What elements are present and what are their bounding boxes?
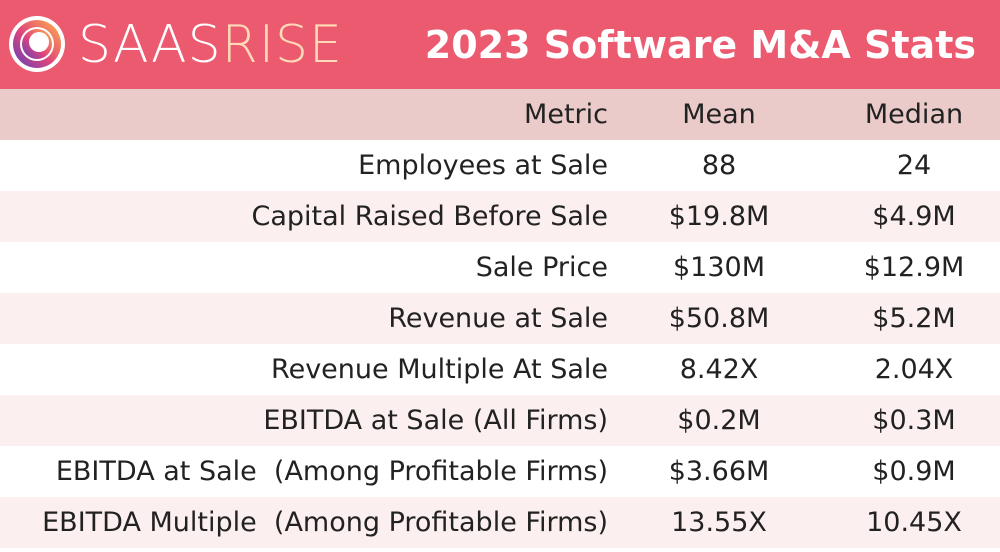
table-row: Capital Raised Before Sale $19.8M $4.9M (0, 191, 1000, 242)
stats-table: Metric Mean Median Employees at Sale 88 … (0, 89, 1000, 548)
header-metric: Metric (524, 99, 608, 130)
row-median: $5.2M (872, 303, 956, 334)
row-metric: Revenue Multiple At Sale (271, 354, 608, 385)
row-median: $4.9M (872, 201, 956, 232)
row-mean: $130M (672, 252, 765, 283)
row-mean: $3.66M (668, 456, 770, 487)
row-metric: Employees at Sale (358, 150, 608, 181)
table-row: Employees at Sale 88 24 (0, 140, 1000, 191)
row-median: 2.04X (874, 354, 954, 385)
row-metric: EBITDA Multiple (Among Profitable Firms) (42, 507, 608, 538)
row-metric: Capital Raised Before Sale (251, 201, 608, 232)
row-metric: Sale Price (475, 252, 608, 283)
page-title: 2023 Software M&A Stats (424, 23, 976, 67)
table-row: Revenue Multiple At Sale 8.42X 2.04X (0, 344, 1000, 395)
table-row: EBITDA Multiple (Among Profitable Firms)… (0, 497, 1000, 548)
table-header-row: Metric Mean Median (0, 89, 1000, 140)
row-metric: Revenue at Sale (388, 303, 608, 334)
brand-name: SAASRISE (78, 10, 343, 80)
row-median: 24 (896, 150, 932, 181)
row-mean: $0.2M (677, 405, 761, 436)
row-metric: EBITDA at Sale (All Firms) (263, 405, 608, 436)
row-mean: 8.42X (679, 354, 759, 385)
row-mean: 13.55X (671, 507, 767, 538)
row-mean: $19.8M (668, 201, 770, 232)
header-banner: SAASRISE 2023 Software M&A Stats (0, 0, 1000, 89)
row-mean: 88 (701, 150, 737, 181)
table-row: Revenue at Sale $50.8M $5.2M (0, 293, 1000, 344)
row-median: 10.45X (866, 507, 962, 538)
row-metric: EBITDA at Sale (Among Profitable Firms) (55, 456, 608, 487)
table-row: Sale Price $130M $12.9M (0, 242, 1000, 293)
header-median: Median (864, 99, 964, 130)
row-median: $12.9M (863, 252, 965, 283)
row-median: $0.3M (872, 405, 956, 436)
table-row: EBITDA at Sale (Among Profitable Firms) … (0, 446, 1000, 497)
saasrise-logo-icon (9, 16, 65, 72)
row-median: $0.9M (872, 456, 956, 487)
brand-name-part2: RISE (221, 15, 343, 75)
header-mean: Mean (682, 99, 756, 130)
table-row: EBITDA at Sale (All Firms) $0.2M $0.3M (0, 395, 1000, 446)
brand-name-part1: SAAS (78, 15, 222, 75)
row-mean: $50.8M (668, 303, 770, 334)
